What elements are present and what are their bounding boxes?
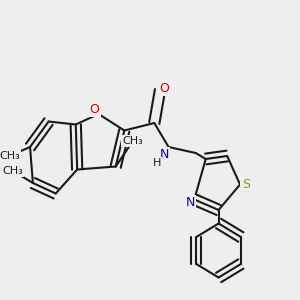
Text: CH₃: CH₃ [122, 136, 143, 146]
Text: O: O [89, 103, 99, 116]
Text: N: N [185, 196, 195, 209]
Text: S: S [242, 178, 250, 191]
Text: CH₃: CH₃ [0, 151, 20, 161]
Text: N: N [160, 148, 169, 161]
Text: H: H [153, 158, 161, 169]
Text: CH₃: CH₃ [2, 166, 23, 176]
Text: O: O [159, 82, 169, 95]
